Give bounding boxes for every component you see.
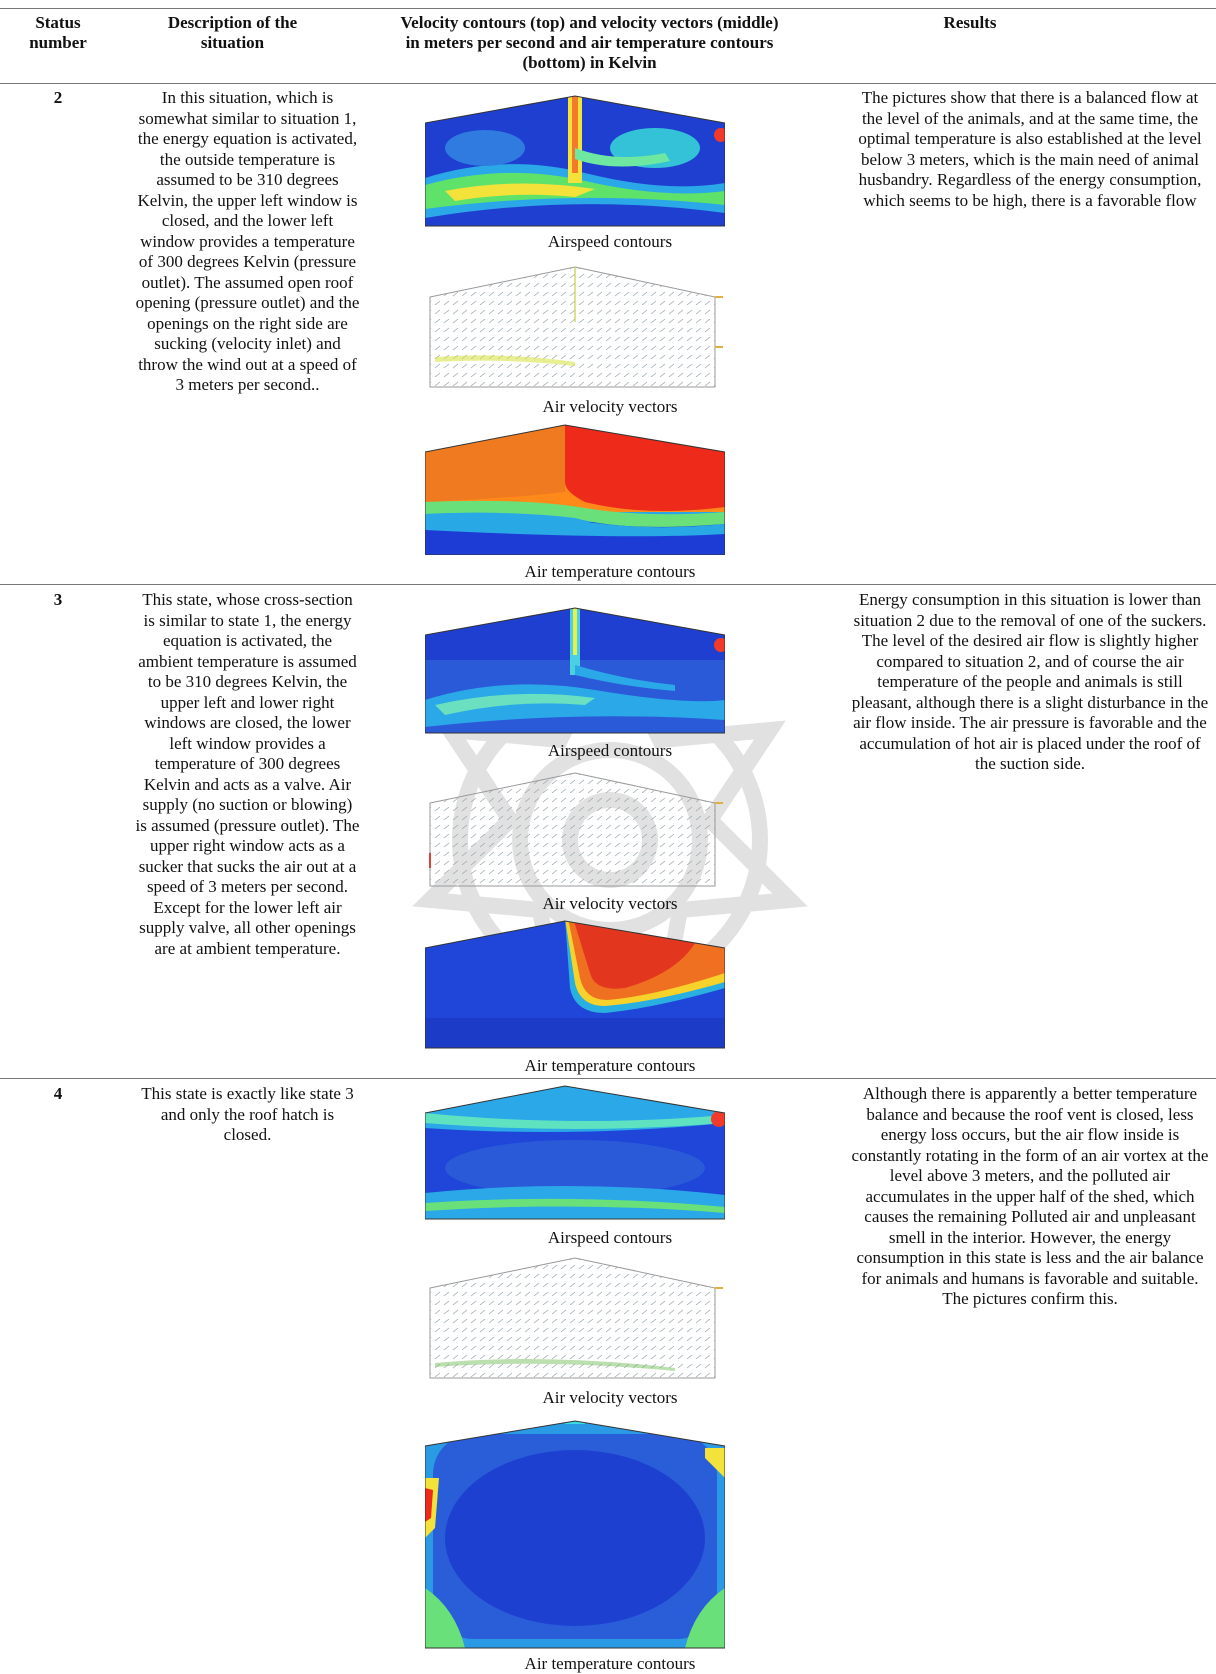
row-2-temperature-caption: Air temperature contours bbox=[524, 562, 696, 581]
row-4-velocity-vector-plot bbox=[429, 1257, 723, 1379]
row-2-airspeed-caption: Airspeed contours bbox=[547, 232, 673, 251]
row-2-vectors-caption: Air velocity vectors bbox=[542, 397, 678, 416]
top-rule bbox=[0, 8, 1216, 9]
row-2-bottom-rule bbox=[0, 584, 1216, 585]
header-rule bbox=[0, 83, 1216, 84]
row-4-vectors-caption: Air velocity vectors bbox=[542, 1388, 678, 1407]
row-3-results: Energy consumption in this situation is … bbox=[851, 590, 1209, 773]
row-4-number: 4 bbox=[53, 1084, 63, 1103]
row-4-airspeed-caption: Airspeed contours bbox=[547, 1228, 673, 1247]
row-4-temperature-contour-plot bbox=[425, 1420, 725, 1649]
row-3-description: This state, whose cross-section is simil… bbox=[135, 590, 360, 958]
row-3-temperature-contour-plot bbox=[425, 920, 725, 1049]
row-2-velocity-vector-plot bbox=[429, 266, 723, 388]
row-4-airspeed-contour-plot bbox=[425, 1085, 725, 1220]
row-3-temperature-caption: Air temperature contours bbox=[524, 1056, 696, 1075]
row-3-airspeed-caption: Airspeed contours bbox=[547, 741, 673, 760]
header-status: Status number bbox=[29, 13, 87, 52]
header-description: Description of the situation bbox=[167, 13, 298, 52]
row-2-description: In this situation, which is somewhat sim… bbox=[135, 88, 360, 394]
row-2-results: The pictures show that there is a balanc… bbox=[858, 88, 1202, 210]
row-4-temperature-caption: Air temperature contours bbox=[524, 1654, 696, 1673]
row-3-airspeed-contour-plot bbox=[425, 607, 725, 734]
row-3-number: 3 bbox=[53, 590, 63, 609]
row-3-vectors-caption: Air velocity vectors bbox=[542, 894, 678, 913]
row-4-description: This state is exactly like state 3 and o… bbox=[141, 1084, 354, 1144]
header-results: Results bbox=[943, 13, 997, 32]
header-contours: Velocity contours (top) and velocity vec… bbox=[400, 13, 779, 72]
row-2-number: 2 bbox=[53, 88, 63, 107]
row-2-airspeed-contour-plot bbox=[425, 95, 725, 227]
row-3-bottom-rule bbox=[0, 1078, 1216, 1079]
row-4-results: Although there is apparently a better te… bbox=[851, 1084, 1209, 1308]
row-3-velocity-vector-plot bbox=[429, 772, 723, 887]
row-2-temperature-contour-plot bbox=[425, 424, 725, 555]
